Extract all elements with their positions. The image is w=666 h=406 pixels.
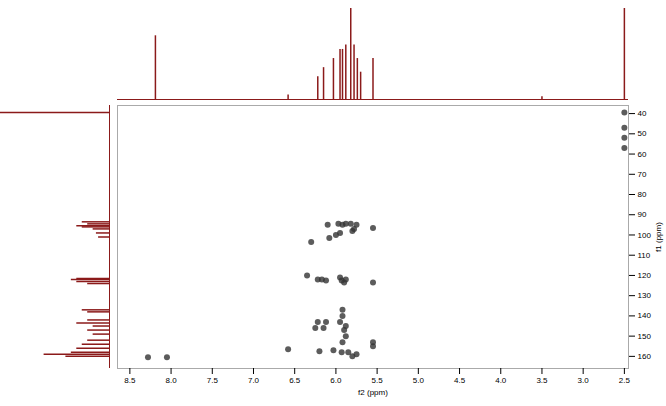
svg-text:90: 90: [638, 210, 647, 219]
svg-text:3.5: 3.5: [536, 376, 548, 385]
svg-text:110: 110: [638, 251, 651, 260]
svg-text:50: 50: [638, 129, 647, 138]
svg-text:100: 100: [638, 231, 652, 240]
svg-text:70: 70: [638, 170, 647, 179]
svg-text:160: 160: [638, 352, 652, 361]
svg-text:5.5: 5.5: [372, 376, 384, 385]
svg-text:6.0: 6.0: [330, 376, 342, 385]
svg-text:6.5: 6.5: [289, 376, 301, 385]
svg-text:60: 60: [638, 150, 647, 159]
svg-text:140: 140: [638, 311, 652, 320]
svg-text:8.0: 8.0: [166, 376, 178, 385]
svg-text:120: 120: [638, 271, 652, 280]
svg-text:3.0: 3.0: [578, 376, 590, 385]
svg-text:7.0: 7.0: [248, 376, 260, 385]
svg-text:8.5: 8.5: [124, 376, 136, 385]
svg-text:4.0: 4.0: [495, 376, 507, 385]
svg-text:f2 (ppm): f2 (ppm): [358, 388, 388, 397]
svg-text:5.0: 5.0: [413, 376, 425, 385]
svg-text:130: 130: [638, 291, 652, 300]
svg-text:2.5: 2.5: [619, 376, 631, 385]
svg-text:40: 40: [638, 109, 647, 118]
svg-text:150: 150: [638, 332, 652, 341]
svg-text:4.5: 4.5: [454, 376, 466, 385]
svg-text:80: 80: [638, 190, 647, 199]
svg-text:7.5: 7.5: [207, 376, 219, 385]
svg-text:f1 (ppm): f1 (ppm): [654, 222, 663, 252]
